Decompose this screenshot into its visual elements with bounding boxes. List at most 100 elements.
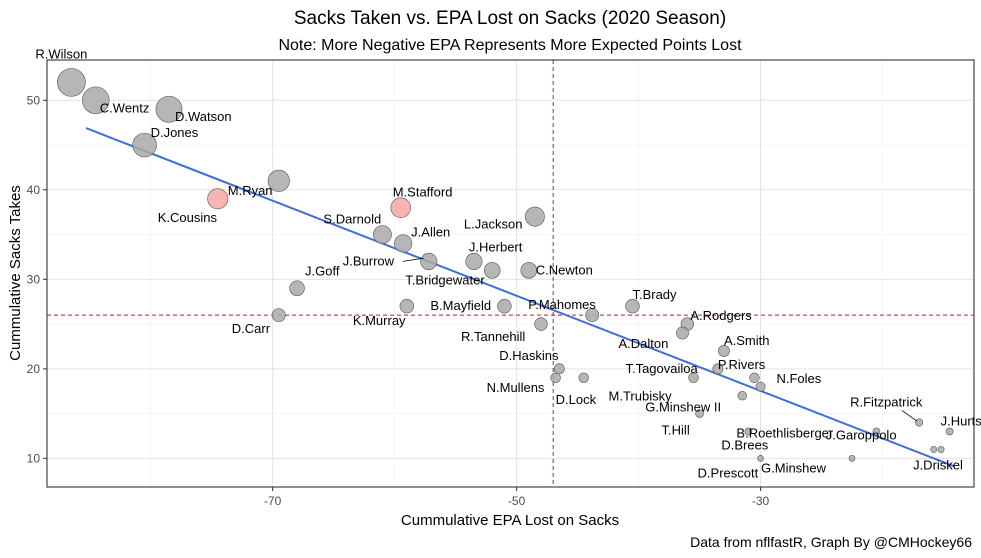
point-t-brady	[625, 298, 640, 314]
point-label: J.Garoppolo	[826, 427, 897, 442]
point-label: J.Burrow	[343, 253, 395, 268]
point-label: A.Smith	[724, 333, 770, 348]
point-label: N.Mullens	[487, 380, 545, 395]
point-r-wilson	[57, 68, 86, 97]
point-label: B.Mayfield	[430, 298, 491, 313]
point-label: J.Driskel	[913, 457, 963, 472]
point-m-trubisky	[755, 381, 766, 392]
point-s-darnold	[373, 225, 392, 244]
point-label: A.Rodgers	[690, 308, 752, 323]
grid	[47, 60, 974, 487]
point-j-herbert	[465, 252, 483, 270]
point-d-lock	[578, 372, 589, 383]
y-tick-label: 10	[27, 451, 41, 465]
point-k-cousins	[207, 188, 229, 210]
point-n-mullens	[550, 372, 561, 383]
point-label: N.Foles	[776, 371, 821, 386]
point-label: T.Brady	[632, 287, 677, 302]
point-d-haskins	[553, 363, 565, 375]
point-label: M.Ryan	[228, 183, 273, 198]
point-t-bridgewater	[483, 262, 501, 279]
y-tick-label: 50	[27, 93, 41, 107]
point-label: P.Rivers	[718, 357, 766, 372]
point-n-foles	[749, 372, 760, 383]
point-label: R.Fitzpatrick	[850, 395, 923, 410]
mean-lines	[47, 60, 974, 487]
point-g-minshew	[848, 455, 856, 462]
point-label: J.Goff	[305, 263, 340, 278]
point-g-minshew-ii	[737, 390, 747, 401]
point-j-allen	[394, 234, 413, 253]
y-tick-label: 20	[27, 362, 41, 376]
point-d-brees	[744, 427, 753, 436]
point-d-carr	[271, 308, 286, 323]
point-label: M.Trubisky	[609, 389, 673, 404]
point-j-driskel	[937, 445, 945, 453]
point-label: K.Murray	[353, 313, 406, 328]
point-j-garoppolo	[930, 445, 938, 453]
point-p-mahomes	[585, 308, 600, 323]
point-label: P.Mahomes	[528, 297, 596, 312]
x-tick-label: -50	[508, 494, 526, 508]
trend-line-group	[85, 127, 955, 468]
point-label: D.Watson	[175, 109, 232, 124]
point-p-rivers	[712, 363, 724, 375]
point-t-hill	[695, 409, 704, 418]
point-d-jones	[132, 132, 157, 158]
point-label: J.Hurts	[941, 413, 981, 428]
point-label: J.Herbert	[469, 239, 523, 254]
point-label: S.Darnold	[323, 212, 381, 227]
points	[57, 68, 954, 462]
point-label: D.Prescott	[698, 465, 759, 480]
chart-subtitle: Note: More Negative EPA Represents More …	[278, 37, 742, 54]
leader-line	[402, 257, 424, 262]
x-axis-title: Cummulative EPA Lost on Sacks	[401, 512, 619, 529]
plot-panel-border	[46, 59, 975, 488]
point-a-dalton	[676, 326, 689, 340]
point-label: R.Wilson	[35, 46, 87, 61]
point-label: D.Carr	[232, 321, 271, 336]
point-label: G.Minshew II	[645, 400, 721, 415]
x-tick-label: -30	[752, 494, 770, 508]
point-label: G.Minshew	[761, 460, 827, 475]
point-label: D.Lock	[556, 392, 597, 407]
chart-caption: Data from nflfastR, Graph By @CMHockey66	[690, 534, 972, 550]
point-label: D.Brees	[721, 437, 768, 452]
point-label: J.Allen	[411, 225, 450, 240]
point-b-roethlisberger	[872, 427, 881, 436]
point-d-prescott	[757, 455, 764, 462]
point-t-tagovailoa	[688, 372, 699, 383]
x-tick-label: -70	[264, 494, 282, 508]
point-label: R.Tannehill	[461, 329, 525, 344]
axis-ticks: -70 -50 -30 10 20 30 40 50	[27, 93, 770, 508]
point-label: A.Dalton	[618, 336, 668, 351]
point-label: B.Roethlisberger	[736, 425, 833, 440]
trend-line	[85, 127, 955, 468]
point-c-wentz	[82, 86, 110, 114]
point-label: C.Wentz	[100, 100, 150, 115]
point-j-hurts	[945, 427, 954, 436]
point-j-burrow	[420, 252, 438, 270]
point-d-watson	[155, 95, 183, 123]
point-label: T.Tagovailoa	[625, 361, 698, 376]
point-label: L.Jackson	[464, 217, 523, 232]
point-l-jackson	[524, 206, 545, 227]
point-j-goff	[289, 280, 305, 296]
point-r-tannehill	[534, 317, 548, 331]
point-k-murray	[399, 298, 415, 314]
point-m-ryan	[267, 169, 290, 192]
point-c-newton	[520, 262, 538, 279]
point-label: M.Stafford	[393, 185, 453, 200]
y-tick-label: 30	[27, 272, 41, 286]
point-label: K.Cousins	[158, 210, 218, 225]
point-a-smith	[718, 345, 730, 357]
leader-line	[901, 410, 918, 422]
point-b-mayfield	[497, 298, 512, 314]
point-r-fitzpatrick	[915, 418, 924, 427]
leader-lines	[402, 257, 918, 422]
point-m-stafford	[390, 197, 411, 218]
point-label: T.Bridgewater	[405, 272, 485, 287]
point-label: C.Newton	[536, 262, 593, 277]
